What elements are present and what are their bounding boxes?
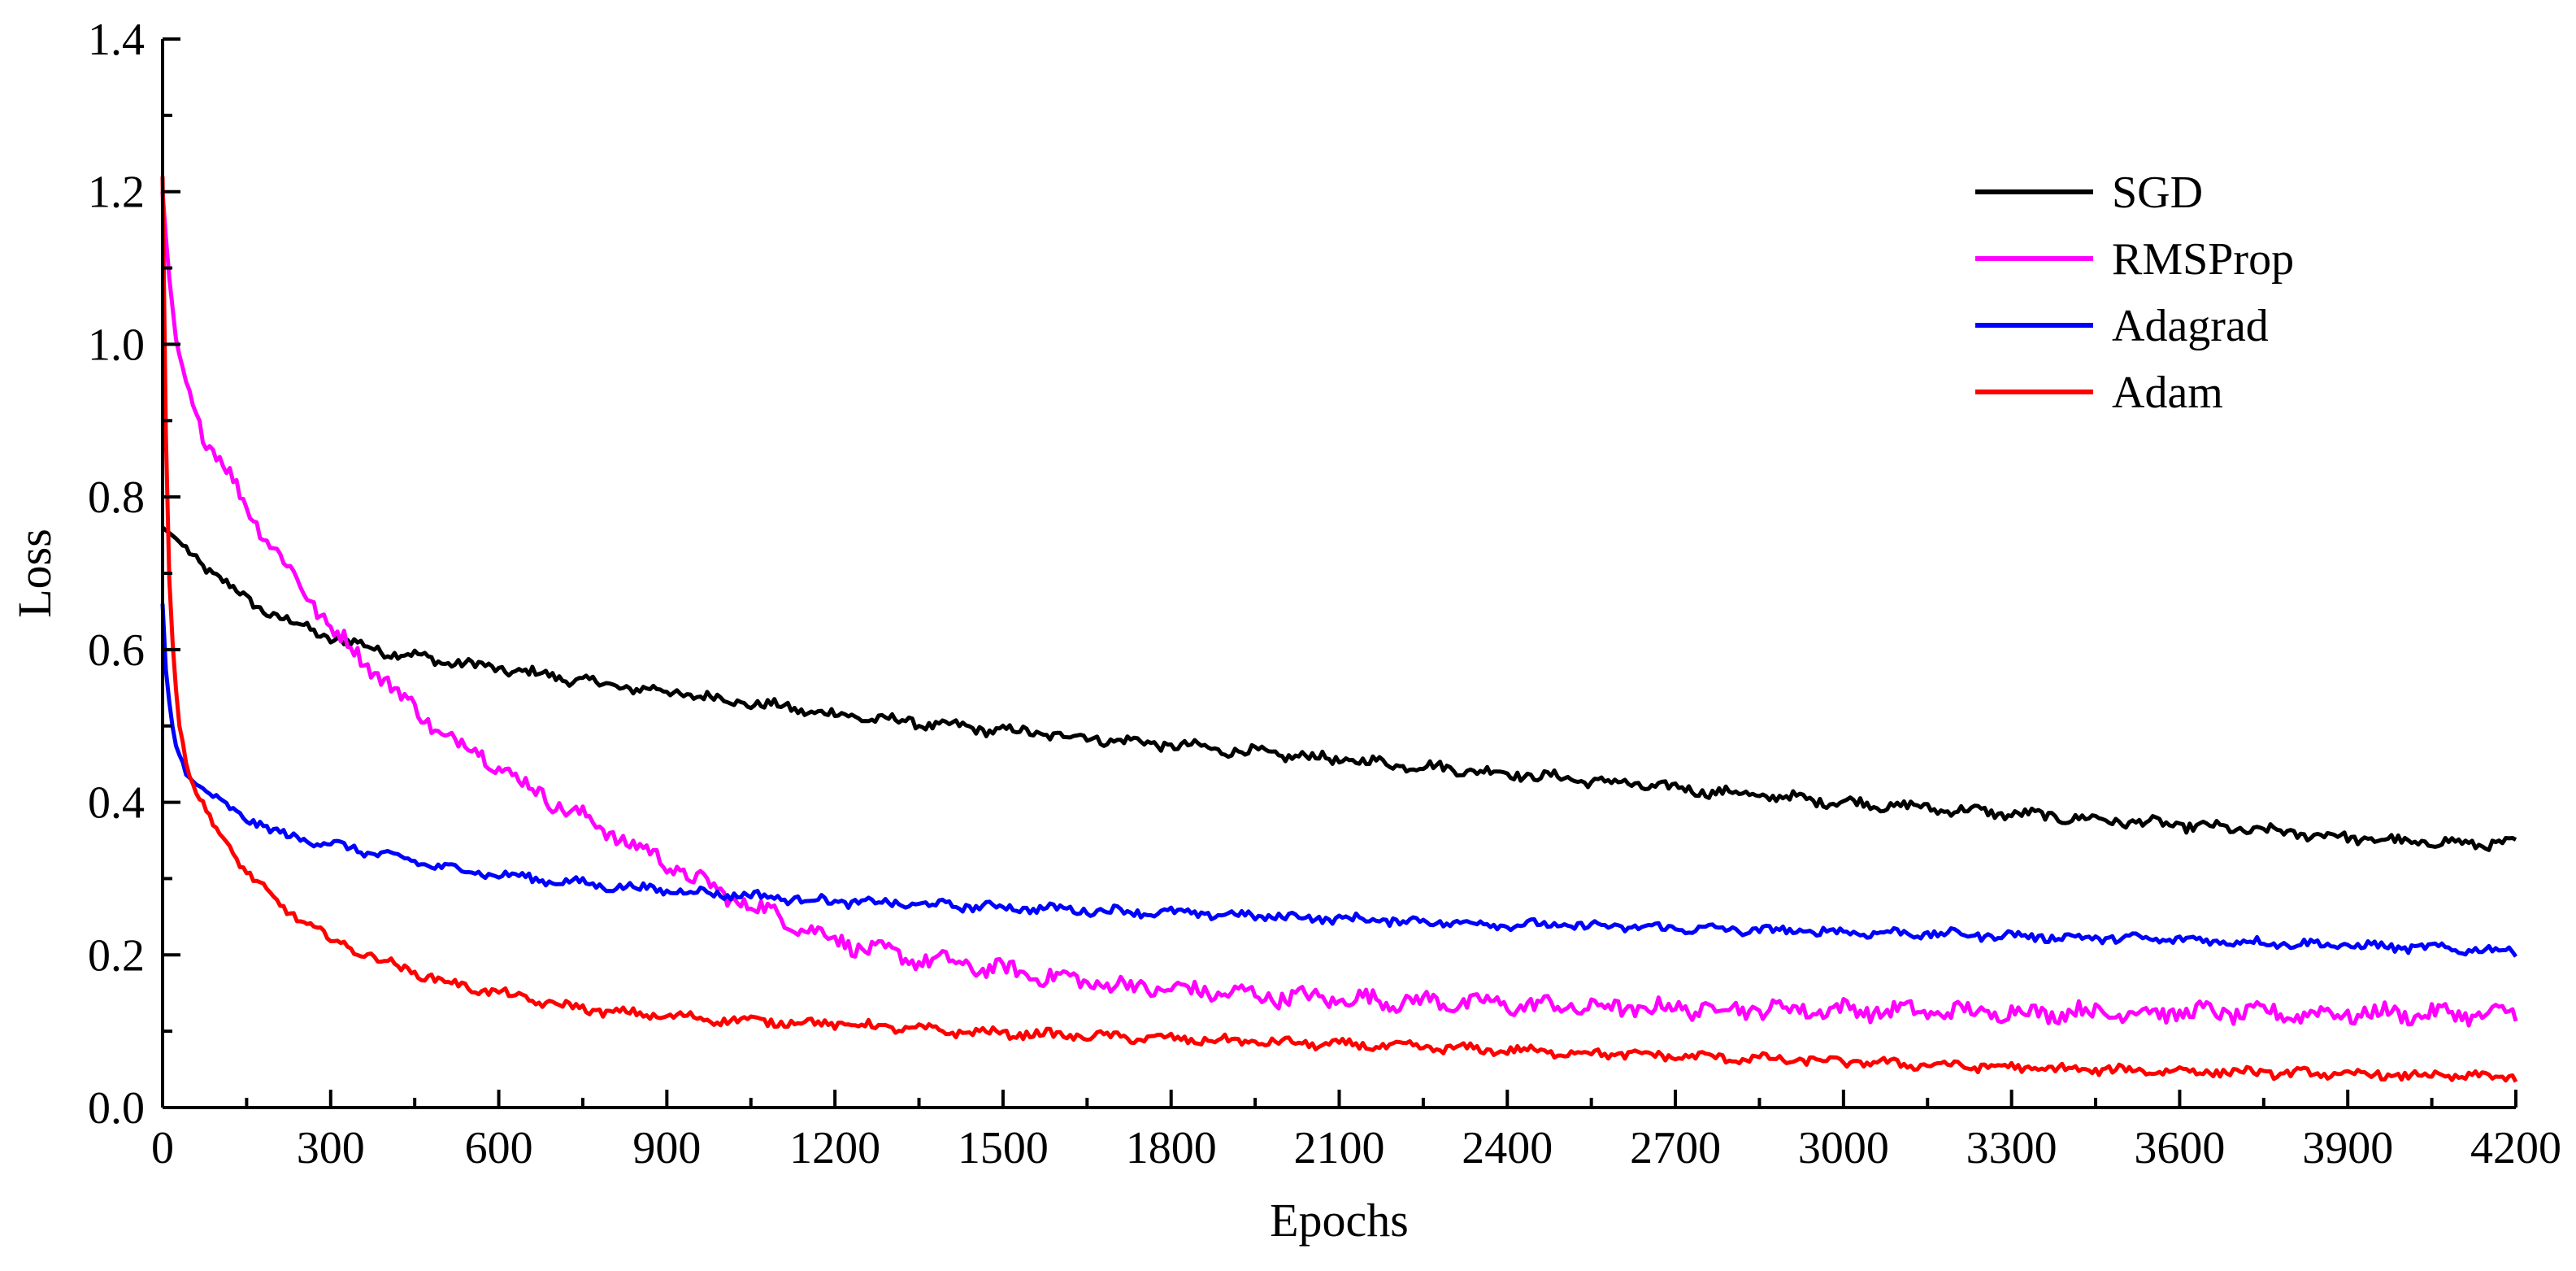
- x-tick-label: 1200: [789, 1123, 880, 1173]
- legend-label-sgd: SGD: [2112, 168, 2203, 218]
- x-tick-label: 300: [297, 1123, 365, 1173]
- x-tick-label: 2400: [1462, 1123, 1553, 1173]
- x-tick-label: 600: [465, 1123, 533, 1173]
- y-tick-label: 1.4: [88, 15, 145, 65]
- y-tick-label: 1.0: [88, 320, 145, 370]
- y-tick-label: 0.6: [88, 625, 145, 676]
- x-tick-label: 1500: [958, 1123, 1049, 1173]
- x-tick-label: 0: [151, 1123, 174, 1173]
- y-tick-label: 0.2: [88, 930, 145, 981]
- x-axis-title: Epochs: [1270, 1194, 1409, 1247]
- x-tick-label: 2100: [1294, 1123, 1385, 1173]
- x-tick-label: 3300: [1966, 1123, 2057, 1173]
- x-tick-label: 3900: [2302, 1123, 2393, 1173]
- y-tick-label: 0.4: [88, 778, 145, 829]
- x-tick-label: 3600: [2134, 1123, 2225, 1173]
- series-layer: [160, 176, 2518, 1083]
- series-line-adam: [160, 176, 2518, 1083]
- y-axis-title: Loss: [8, 529, 61, 618]
- legend-label-rmsprop: RMSProp: [2112, 234, 2294, 285]
- axes-layer: 0 300 600 900 1200 1500 1800 2100 2400 2700 3000 33…: [88, 15, 2561, 1173]
- legend: SGD RMSProp Adagrad Adam: [1975, 168, 2294, 418]
- x-tick-label: 3000: [1798, 1123, 1889, 1173]
- x-tick-label: 1800: [1126, 1123, 1217, 1173]
- series-line-sgd: [161, 525, 2517, 852]
- x-tick-label: 4200: [2470, 1123, 2561, 1173]
- y-tick-label: 0.8: [88, 472, 145, 523]
- x-tick-label: 900: [632, 1123, 701, 1173]
- series-line-adagrad: [160, 603, 2518, 958]
- x-tick-label: 2700: [1630, 1123, 1721, 1173]
- legend-label-adagrad: Adagrad: [2112, 301, 2269, 351]
- y-tick-label: 0.0: [88, 1083, 145, 1134]
- series-line-rmsprop: [160, 191, 2518, 1028]
- y-tick-label: 1.2: [88, 168, 145, 218]
- legend-label-adam: Adam: [2112, 368, 2223, 418]
